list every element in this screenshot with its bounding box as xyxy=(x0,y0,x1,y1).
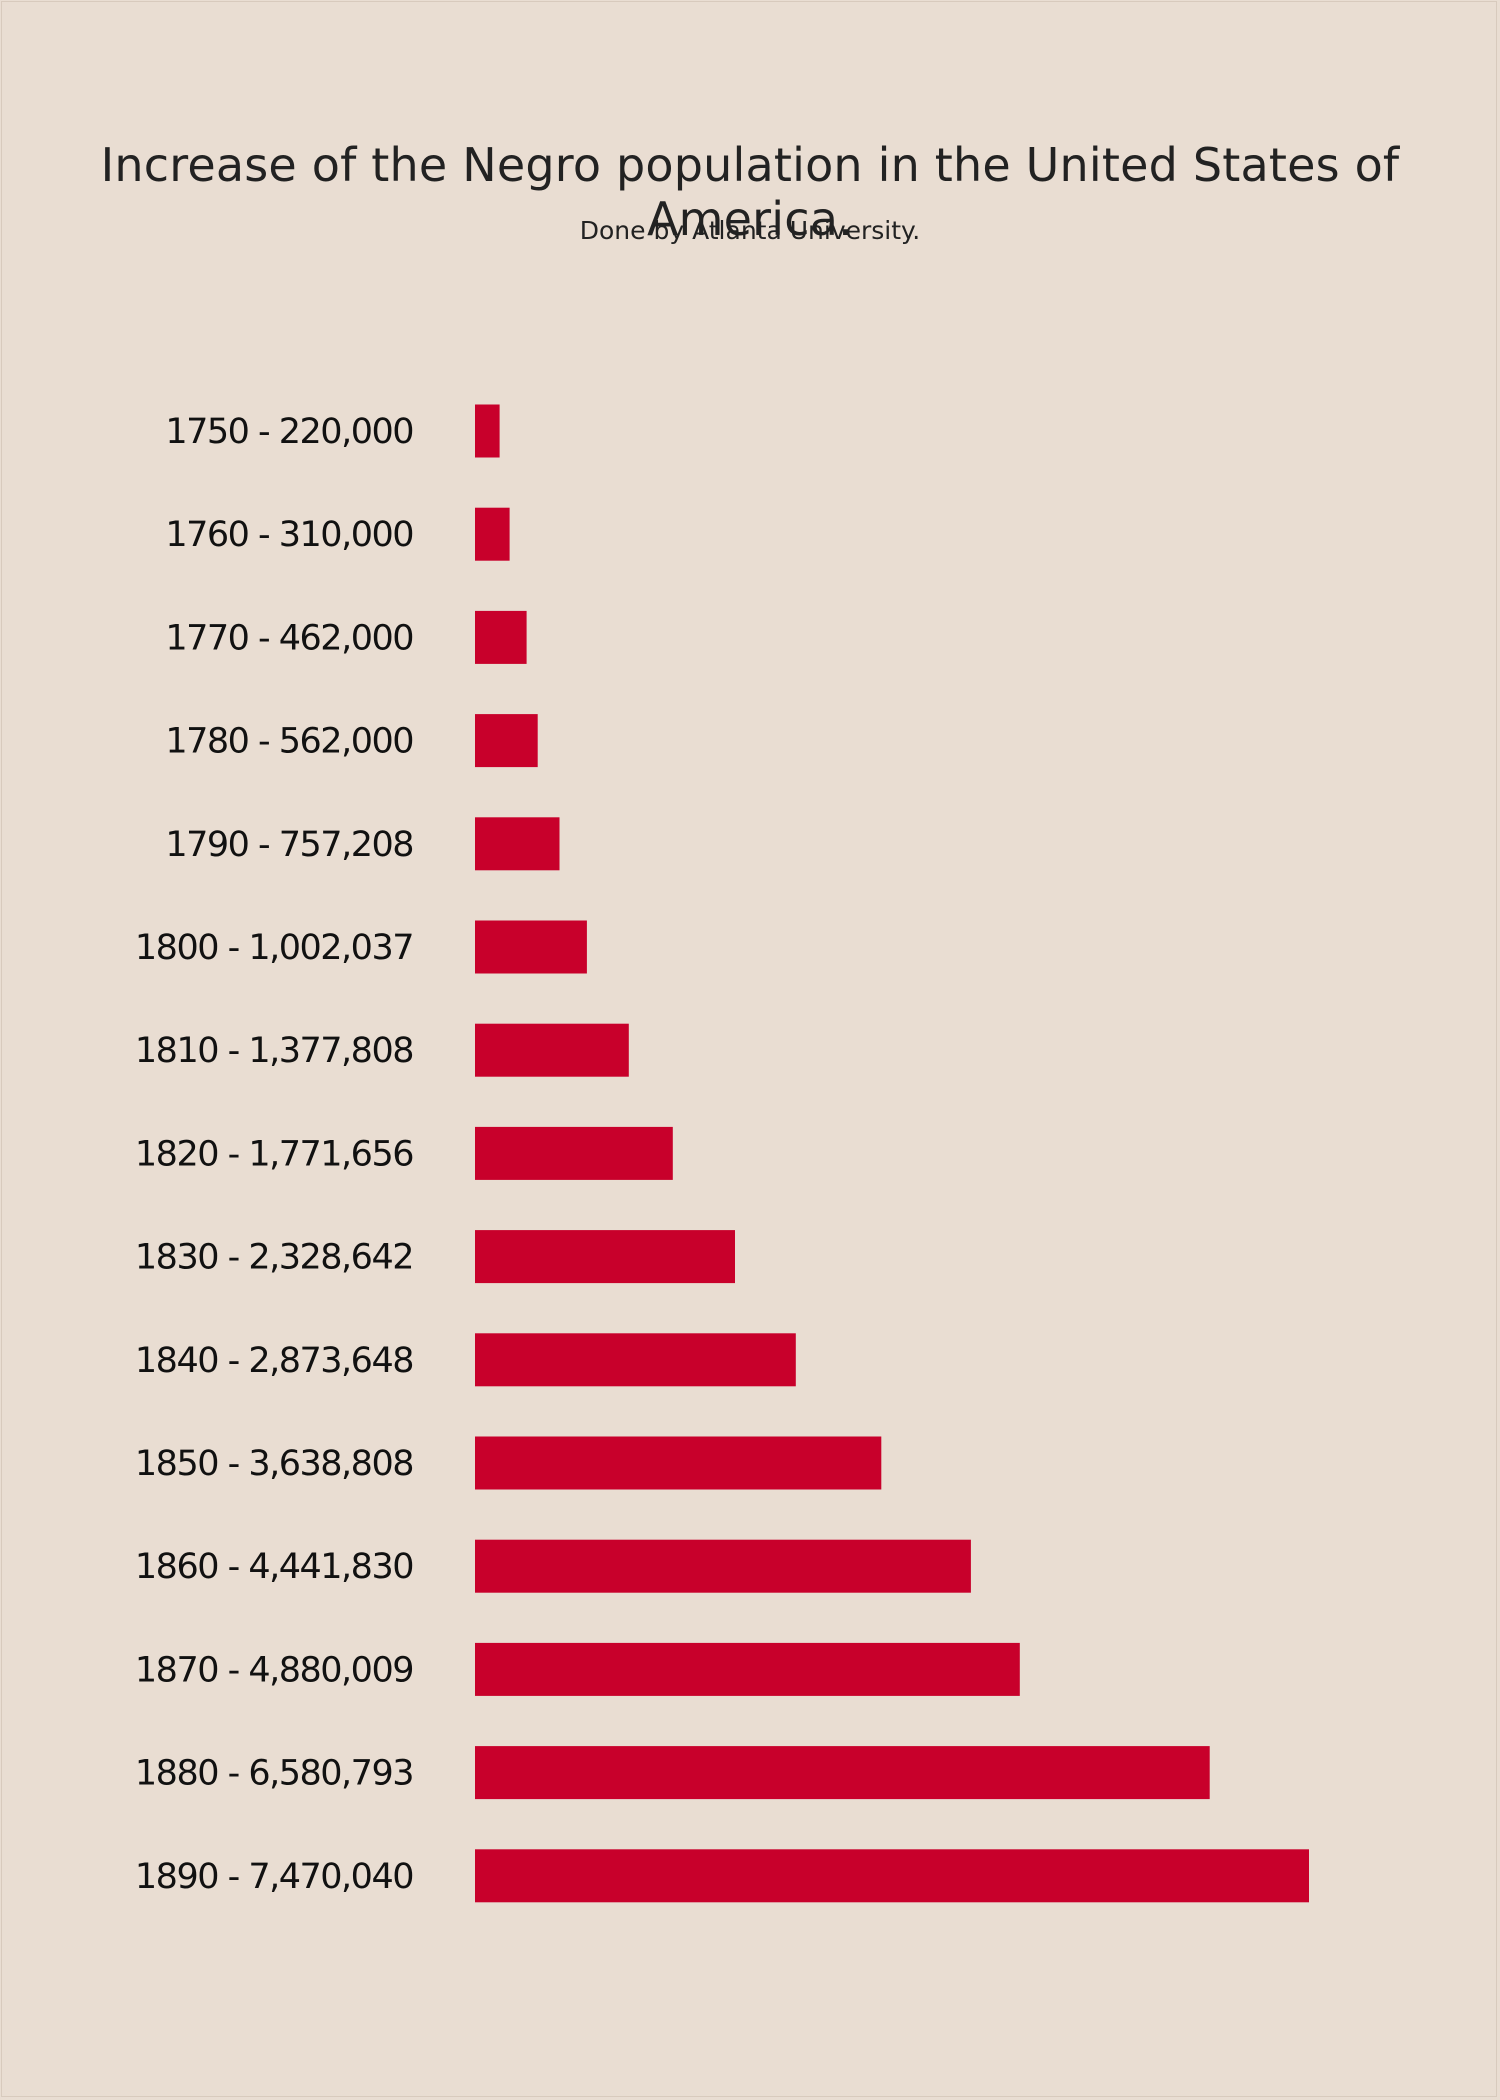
bar-label-1870: 1870 - 4,880,009 xyxy=(135,1650,413,1690)
bar-1860 xyxy=(475,1539,971,1593)
bar-1880 xyxy=(475,1746,1210,1800)
bar-1870 xyxy=(475,1642,1020,1696)
bar-label-1890: 1890 - 7,470,040 xyxy=(135,1857,413,1897)
bar-1760 xyxy=(475,507,510,561)
bar-label-1800: 1800 - 1,002,037 xyxy=(135,928,413,968)
bar-label-1850: 1850 - 3,638,808 xyxy=(135,1444,413,1484)
bar-1850 xyxy=(475,1436,882,1490)
bar-1810 xyxy=(475,1023,629,1077)
bar-label-1760: 1760 - 310,000 xyxy=(165,515,413,555)
bar-label-1780: 1780 - 562,000 xyxy=(165,722,413,762)
bar-label-1750: 1750 - 220,000 xyxy=(165,412,413,452)
chart-subtitle: Done by Atlanta University. xyxy=(579,216,921,245)
bar-1800 xyxy=(475,920,587,974)
chart-title: Increase of the Negro population in the … xyxy=(100,138,1400,246)
bar-label-1790: 1790 - 757,208 xyxy=(165,825,413,865)
bar-1770 xyxy=(475,610,527,664)
bar-1750 xyxy=(475,404,500,458)
bar-label-1770: 1770 - 462,000 xyxy=(165,618,413,658)
bar-label-1860: 1860 - 4,441,830 xyxy=(135,1547,413,1587)
bar-1890 xyxy=(475,1849,1309,1903)
bar-1830 xyxy=(475,1230,735,1284)
bar-1790 xyxy=(475,817,560,871)
bar-label-1820: 1820 - 1,771,656 xyxy=(135,1134,413,1174)
bar-label-1840: 1840 - 2,873,648 xyxy=(135,1341,413,1381)
bar-label-1880: 1880 - 6,580,793 xyxy=(135,1754,413,1794)
bar-label-1830: 1830 - 2,328,642 xyxy=(135,1238,413,1278)
bar-label-1810: 1810 - 1,377,808 xyxy=(135,1031,413,1071)
bar-1820 xyxy=(475,1126,673,1180)
bar-1780 xyxy=(475,714,538,768)
bar-1840 xyxy=(475,1333,796,1387)
